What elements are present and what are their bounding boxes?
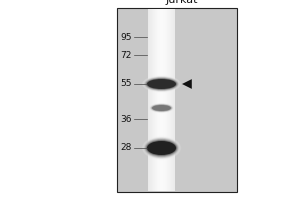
Ellipse shape: [152, 105, 171, 111]
Bar: [169, 9, 170, 191]
Ellipse shape: [146, 140, 178, 156]
Ellipse shape: [146, 78, 178, 90]
Bar: [165, 9, 166, 191]
Bar: [162, 9, 163, 191]
Ellipse shape: [147, 79, 176, 89]
Text: 28: 28: [121, 144, 132, 152]
Polygon shape: [182, 79, 192, 89]
Bar: [173, 9, 174, 191]
Bar: [148, 9, 149, 191]
Bar: [172, 9, 173, 191]
Bar: [170, 9, 171, 191]
Ellipse shape: [149, 103, 173, 113]
Bar: [167, 9, 168, 191]
Ellipse shape: [151, 104, 172, 112]
Bar: [117, 8, 237, 192]
Bar: [151, 9, 152, 191]
Text: 55: 55: [121, 79, 132, 88]
Ellipse shape: [143, 76, 180, 92]
Bar: [160, 9, 161, 191]
Ellipse shape: [142, 76, 181, 92]
Ellipse shape: [145, 139, 178, 157]
Bar: [161, 9, 162, 191]
Ellipse shape: [146, 141, 176, 155]
Ellipse shape: [150, 104, 173, 112]
Ellipse shape: [146, 140, 177, 156]
Ellipse shape: [150, 104, 173, 112]
Bar: [117, 0, 237, 8]
Ellipse shape: [142, 75, 181, 93]
Bar: [0, 0, 117, 200]
Ellipse shape: [145, 78, 178, 90]
Ellipse shape: [143, 76, 180, 92]
Bar: [160, 9, 161, 191]
Text: 72: 72: [121, 50, 132, 60]
Ellipse shape: [144, 138, 179, 158]
Bar: [154, 9, 155, 191]
Bar: [158, 9, 159, 191]
Bar: [168, 9, 169, 191]
Bar: [149, 9, 150, 191]
Bar: [152, 9, 153, 191]
Bar: [174, 9, 175, 191]
Ellipse shape: [144, 138, 179, 158]
Bar: [171, 9, 172, 191]
Ellipse shape: [145, 139, 178, 157]
Ellipse shape: [146, 78, 177, 90]
Ellipse shape: [147, 141, 176, 155]
Bar: [163, 9, 164, 191]
Text: 95: 95: [121, 32, 132, 42]
Text: 36: 36: [121, 114, 132, 123]
Text: Jurkat: Jurkat: [166, 0, 198, 5]
Ellipse shape: [149, 103, 174, 113]
Bar: [153, 9, 154, 191]
Bar: [150, 9, 151, 191]
Ellipse shape: [145, 77, 178, 91]
Ellipse shape: [151, 104, 172, 112]
Bar: [159, 9, 160, 191]
Bar: [117, 192, 237, 200]
Ellipse shape: [146, 79, 176, 89]
Ellipse shape: [142, 136, 181, 160]
Ellipse shape: [151, 104, 172, 112]
Bar: [157, 9, 158, 191]
Bar: [169, 9, 170, 191]
Ellipse shape: [152, 105, 172, 111]
Ellipse shape: [149, 103, 174, 113]
Ellipse shape: [144, 77, 179, 91]
Bar: [155, 9, 156, 191]
Bar: [156, 9, 157, 191]
Bar: [164, 9, 165, 191]
Ellipse shape: [144, 77, 179, 91]
Bar: [237, 0, 300, 200]
Ellipse shape: [143, 137, 180, 159]
Ellipse shape: [152, 105, 171, 111]
Ellipse shape: [142, 136, 181, 160]
Ellipse shape: [148, 103, 174, 113]
Ellipse shape: [143, 137, 180, 159]
